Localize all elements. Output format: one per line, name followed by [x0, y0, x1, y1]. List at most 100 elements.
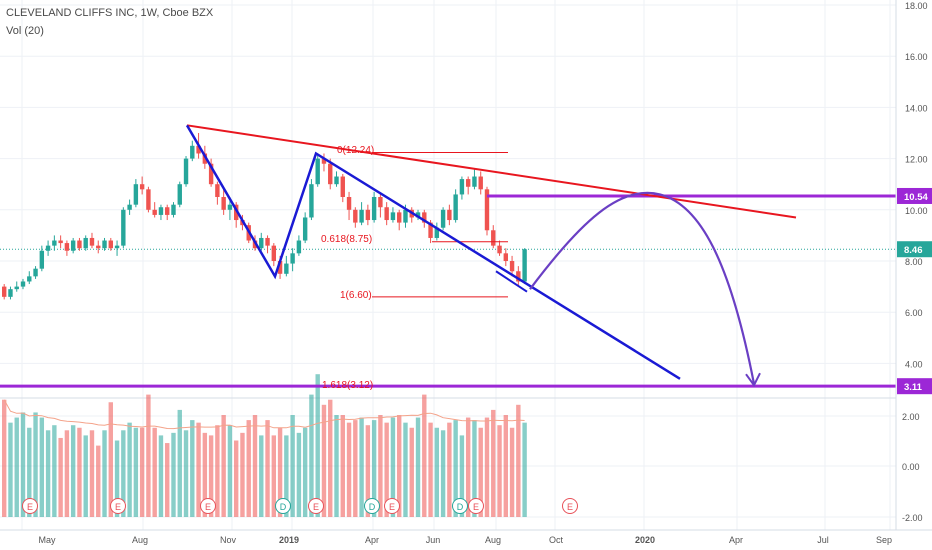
volume-bar [359, 417, 364, 517]
volume-bar [459, 435, 465, 517]
candle [440, 207, 446, 231]
candle-body [516, 271, 521, 282]
volume-bar [215, 425, 220, 517]
volume-bar [89, 430, 95, 517]
projection-arrowhead [745, 372, 761, 388]
candle [353, 207, 358, 228]
event-marker-e[interactable]: E [468, 498, 484, 514]
volume-bar [271, 435, 277, 517]
volume-bar [183, 430, 189, 517]
event-marker-e[interactable]: E [562, 498, 578, 514]
candle-body [45, 245, 51, 251]
event-marker-circle [22, 498, 38, 514]
candle-body [33, 268, 38, 277]
event-marker-e[interactable]: E [308, 498, 324, 514]
event-marker-letter: D [457, 502, 464, 512]
candle-body [271, 245, 277, 261]
candle [447, 204, 452, 226]
volume-bar [190, 420, 195, 517]
candle [33, 266, 38, 279]
candle-body [121, 209, 126, 246]
candle [484, 186, 490, 236]
event-marker-e[interactable]: E [22, 498, 38, 514]
volume-bar [277, 427, 283, 517]
candle [52, 235, 57, 251]
candle [158, 204, 164, 221]
candle [503, 248, 508, 267]
candle [2, 284, 7, 300]
candle [472, 168, 477, 190]
candle-body [190, 145, 195, 159]
candle-body [302, 217, 308, 241]
event-marker-e[interactable]: E [200, 498, 216, 514]
volume-bar [165, 443, 170, 517]
event-marker-circle [562, 498, 578, 514]
candle-body [158, 207, 164, 215]
event-marker-e[interactable]: E [384, 498, 400, 514]
candle [415, 209, 421, 221]
price-tick-label: 6.00 [905, 308, 923, 318]
candle-body [340, 176, 345, 197]
volume-tick-label: -2.00 [902, 513, 923, 523]
candle [384, 202, 389, 226]
candle [516, 266, 521, 287]
volume-bar [365, 425, 371, 517]
candle [96, 240, 101, 254]
candle-body [202, 153, 208, 164]
event-marker-e[interactable]: E [110, 498, 126, 514]
last-price-label: 8.46 [904, 245, 923, 256]
candle-body [52, 240, 57, 246]
price-tick-label: 18.00 [905, 1, 928, 11]
candle [340, 173, 345, 203]
candle [296, 235, 302, 256]
volume-bar [240, 432, 245, 517]
candle [434, 222, 440, 241]
candle-body [447, 209, 452, 221]
candle-body [440, 209, 446, 228]
abc-pattern-line [185, 124, 681, 380]
fib-labels: 0(12.24) 0.618(8.75) 1(6.60) 1.618(3.12) [321, 145, 374, 391]
volume-bar [14, 417, 19, 517]
volume-bar [428, 422, 433, 517]
candle-body [484, 189, 490, 231]
candle-body [390, 212, 396, 221]
candle [83, 235, 88, 251]
event-marker-letter: E [389, 502, 395, 512]
candle-body [227, 204, 233, 210]
candle [359, 202, 364, 226]
event-marker-circle [468, 498, 484, 514]
volume-bar [422, 394, 427, 517]
volume-bar [70, 425, 76, 517]
candle-body [378, 197, 383, 208]
candle [20, 278, 26, 290]
volume-bar [503, 415, 508, 517]
candle [89, 232, 95, 249]
volume-bar [121, 430, 126, 517]
candle [171, 202, 176, 218]
candle [58, 235, 63, 249]
volume-bar [114, 440, 120, 517]
candle [491, 225, 496, 249]
event-marker-d[interactable]: D [364, 498, 380, 514]
event-marker-d[interactable]: D [452, 498, 468, 514]
candle-body [265, 237, 270, 246]
candle-body [422, 212, 427, 223]
event-marker-d[interactable]: D [275, 498, 291, 514]
volume-bar [177, 409, 182, 517]
candle-body [503, 253, 508, 261]
candle-body [371, 197, 377, 221]
volume-bar [152, 427, 157, 517]
candle [233, 202, 239, 228]
level-price-label-bg [897, 378, 932, 395]
candle [70, 237, 76, 254]
level-price-label: 10.54 [904, 192, 928, 203]
candle-body [472, 176, 477, 187]
time-tick-label: Aug [132, 535, 148, 545]
volume-bar [340, 415, 345, 517]
volume-bar [353, 420, 358, 517]
candle-body [77, 240, 82, 249]
volume-bar [497, 425, 502, 517]
